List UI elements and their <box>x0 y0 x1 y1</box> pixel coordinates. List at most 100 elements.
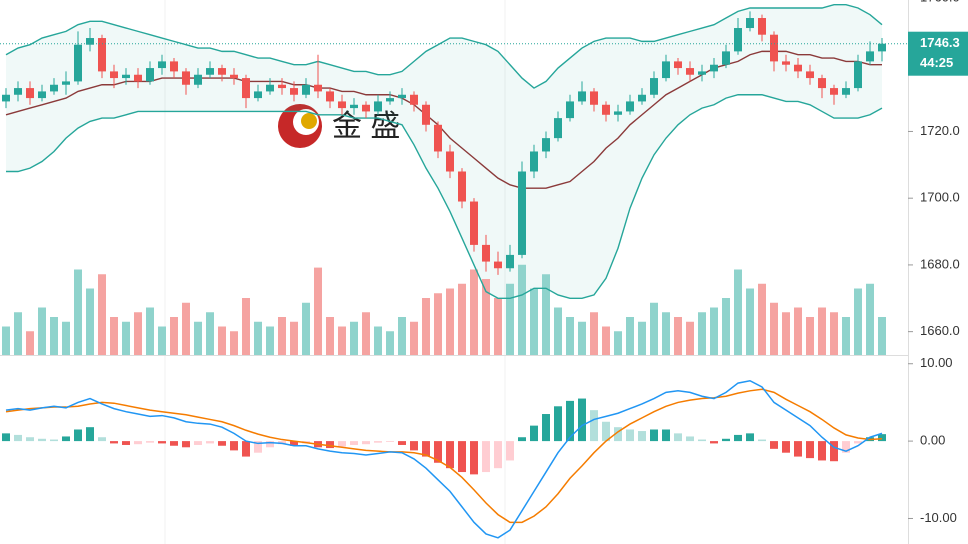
candle-body <box>398 94 406 99</box>
volume-bar <box>182 302 190 355</box>
candle-body <box>194 74 202 85</box>
macd-hist-bar <box>134 441 142 445</box>
macd-hist-bar <box>14 434 22 442</box>
volume-bar <box>110 317 118 355</box>
candle-body <box>146 68 154 82</box>
volume-bar <box>782 312 790 355</box>
volume-bar <box>530 288 538 355</box>
macd-hist-bar <box>266 441 274 448</box>
volume-bar <box>674 317 682 355</box>
candle-body <box>482 244 490 262</box>
volume-bar <box>698 312 706 355</box>
volume-bar <box>554 307 562 355</box>
candle-body <box>2 94 10 102</box>
volume-bar <box>194 321 202 355</box>
volume-bar <box>542 274 550 355</box>
volume-bar <box>758 283 766 355</box>
candle-body <box>326 91 334 102</box>
candle-body <box>866 51 874 62</box>
macd-hist-bar <box>374 441 382 443</box>
volume-bar <box>482 279 490 355</box>
candle-body <box>206 68 214 75</box>
macd-hist-bar <box>482 441 490 473</box>
y-tick-label: 1700.0 <box>920 190 960 205</box>
macd-hist-bar <box>62 436 70 442</box>
macd-hist-bar <box>614 427 622 442</box>
candle-body <box>350 104 358 109</box>
volume-bar <box>650 302 658 355</box>
macd-hist-bar <box>74 429 82 442</box>
volume-bar <box>818 307 826 355</box>
candle-body <box>818 78 826 89</box>
macd-hist-bar <box>554 406 562 442</box>
macd-hist-bar <box>830 441 838 462</box>
candle-body <box>38 91 46 99</box>
volume-bar <box>242 298 250 355</box>
macd-hist-bar <box>218 441 226 446</box>
macd-hist-bar <box>542 414 550 442</box>
macd-hist-bar <box>470 441 478 475</box>
candle-body <box>770 34 778 62</box>
candle-body <box>62 81 70 85</box>
volume-bar <box>578 321 586 355</box>
volume-bar <box>494 298 502 355</box>
candle-body <box>782 61 790 65</box>
y-tick-label: -10.00 <box>920 510 957 525</box>
volume-bar <box>26 331 34 355</box>
candle-body <box>134 74 142 82</box>
macd-hist-bar <box>434 441 442 463</box>
macd-hist-bar <box>782 441 790 453</box>
macd-hist-bar <box>842 441 850 453</box>
y-tick-label: 1680.0 <box>920 256 960 271</box>
macd-hist-bar <box>530 425 538 442</box>
volume-bar <box>590 312 598 355</box>
macd-hist-bar <box>710 441 718 444</box>
volume-bar <box>830 312 838 355</box>
macd-hist-bar <box>26 437 34 442</box>
volume-bar <box>170 317 178 355</box>
candle-body <box>746 18 754 29</box>
volume-bar <box>158 326 166 355</box>
band-upper <box>5 3 883 89</box>
macd-hist-bar <box>146 441 154 443</box>
volume-bar <box>314 267 322 355</box>
volume-bar <box>434 293 442 355</box>
volume-bar <box>266 326 274 355</box>
macd-hist-bar <box>386 441 394 442</box>
volume-bar <box>602 326 610 355</box>
macd-hist-bar <box>110 441 118 444</box>
macd-hist-bar <box>650 429 658 442</box>
candle-body <box>494 261 502 269</box>
volume-bar <box>98 274 106 355</box>
macd-hist-bar <box>326 441 334 449</box>
macd-hist-bar <box>626 429 634 442</box>
macd-hist-bar <box>854 441 862 444</box>
candle-body <box>362 104 370 112</box>
last-price-label: 1746.3 <box>920 35 960 50</box>
candle-body <box>422 104 430 125</box>
candle-body <box>722 51 730 65</box>
volume-bar <box>722 298 730 355</box>
volume-bar <box>854 288 862 355</box>
volume-bar <box>350 321 358 355</box>
last-price-box <box>908 31 968 76</box>
macd-hist-bar <box>602 421 610 442</box>
candle-body <box>110 71 118 79</box>
macd-hist-bar <box>446 441 454 469</box>
volume-bar <box>626 317 634 355</box>
macd-hist-bar <box>662 429 670 442</box>
volume-bar <box>122 321 130 355</box>
candle-body <box>386 98 394 102</box>
macd-hist-bar <box>638 431 646 442</box>
countdown-label: 44:25 <box>920 55 953 70</box>
volume-bar <box>14 312 22 355</box>
volume-bar <box>230 331 238 355</box>
macd-hist-bar <box>278 441 286 445</box>
macd-hist-bar <box>734 434 742 442</box>
macd-hist-bar <box>518 437 526 442</box>
candle-body <box>602 104 610 115</box>
macd-hist-bar <box>194 441 202 445</box>
volume-bar <box>2 326 10 355</box>
volume-bar <box>410 321 418 355</box>
candle-body <box>554 118 562 139</box>
